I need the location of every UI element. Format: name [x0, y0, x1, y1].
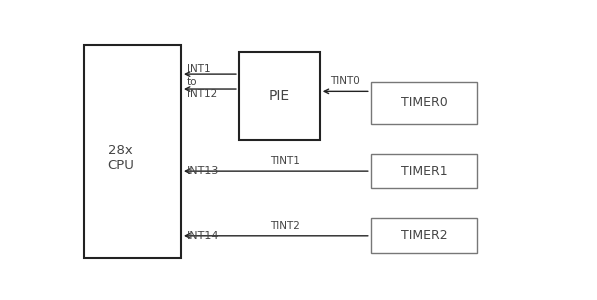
Text: TIMER1: TIMER1: [401, 165, 447, 178]
Text: TINT2: TINT2: [270, 221, 300, 231]
Bar: [84, 45, 181, 258]
Text: INT14: INT14: [187, 231, 219, 241]
Bar: [371, 218, 477, 253]
Bar: [371, 82, 477, 124]
Text: TIMER0: TIMER0: [401, 97, 447, 110]
Text: 28x
CPU: 28x CPU: [107, 144, 134, 172]
Bar: [371, 154, 477, 188]
Text: PIE: PIE: [269, 89, 290, 103]
Text: TIMER2: TIMER2: [401, 229, 447, 242]
Text: TINT0: TINT0: [330, 76, 360, 85]
Bar: [239, 52, 320, 140]
Text: INT13: INT13: [187, 166, 219, 176]
Text: INT1
to
INT12: INT1 to INT12: [187, 64, 217, 99]
Text: TINT1: TINT1: [270, 156, 300, 166]
